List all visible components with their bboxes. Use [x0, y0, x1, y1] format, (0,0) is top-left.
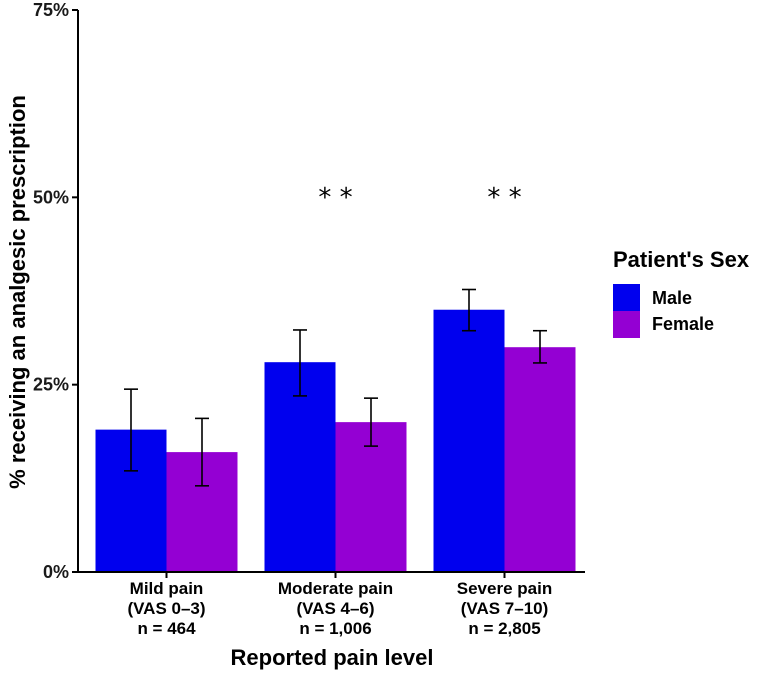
y-tick-label: 75%	[33, 0, 69, 20]
y-tick-label: 0%	[43, 562, 69, 582]
x-category-label: n = 1,006	[299, 619, 371, 638]
bar-female-2	[504, 347, 576, 572]
legend-swatch-female	[613, 311, 640, 338]
bar-female-1	[335, 422, 407, 572]
significance-annotations: * * * *	[318, 183, 521, 213]
y-tick-label: 50%	[33, 187, 69, 207]
x-axis-title: Reported pain level	[231, 645, 434, 670]
x-category-label: Mild pain	[130, 579, 204, 598]
legend-title: Patient's Sex	[613, 247, 750, 272]
bars-layer	[95, 309, 576, 572]
y-tick-label: 25%	[33, 375, 69, 395]
legend-label-female: Female	[652, 314, 714, 334]
legend-swatch-male	[613, 284, 640, 311]
y-ticks: 0% 25% 50% 75%	[33, 0, 78, 582]
legend: Patient's Sex Male Female	[613, 247, 750, 338]
x-category-label: Moderate pain	[278, 579, 393, 598]
error-bars-layer	[124, 288, 547, 487]
legend-label-male: Male	[652, 288, 692, 308]
bar-male-1	[264, 362, 336, 572]
significance-marker: * *	[487, 183, 521, 213]
x-category-label: n = 464	[137, 619, 196, 638]
x-category-label: (VAS 7–10)	[461, 599, 549, 618]
y-axis-title: % receiving an analgesic prescription	[5, 95, 30, 489]
x-category-label: n = 2,805	[468, 619, 540, 638]
axes-layer	[77, 10, 585, 573]
x-category-label: (VAS 0–3)	[127, 599, 205, 618]
x-category-label: Severe pain	[457, 579, 552, 598]
bar-male-2	[433, 309, 505, 572]
significance-marker: * *	[318, 183, 352, 213]
x-category-label: (VAS 4–6)	[296, 599, 374, 618]
